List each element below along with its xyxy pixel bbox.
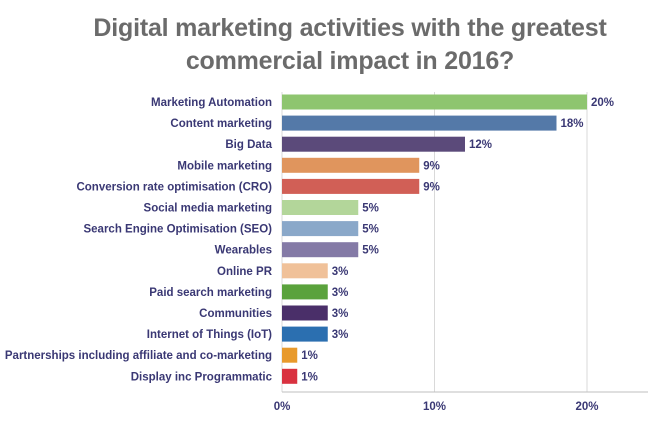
bar xyxy=(282,305,328,321)
data-label: 1% xyxy=(301,350,318,362)
bar xyxy=(282,178,420,194)
category-label: Big Data xyxy=(225,139,272,151)
bar xyxy=(282,94,587,110)
category-label: Mobile marketing xyxy=(177,160,272,172)
data-label: 3% xyxy=(332,266,349,278)
chart-title: Digital marketing activities with the gr… xyxy=(60,12,640,78)
category-label: Display inc Programmatic xyxy=(131,371,273,383)
category-label: Wearables xyxy=(215,245,272,257)
category-label: Communities xyxy=(199,308,272,320)
data-label: 20% xyxy=(591,97,614,109)
data-label: 5% xyxy=(362,224,379,236)
category-label: Online PR xyxy=(217,266,273,278)
x-tick-label: 10% xyxy=(423,401,446,413)
bar xyxy=(282,347,298,363)
bar xyxy=(282,284,328,300)
category-label: Paid search marketing xyxy=(149,287,272,299)
data-label: 18% xyxy=(561,118,584,130)
data-label: 3% xyxy=(332,308,349,320)
bar xyxy=(282,221,359,237)
category-label: Content marketing xyxy=(170,118,272,130)
bar xyxy=(282,115,557,131)
category-label: Social media marketing xyxy=(144,203,272,215)
chart-title-line-2: commercial impact in 2016? xyxy=(185,47,515,75)
data-label: 5% xyxy=(362,245,379,257)
category-label: Search Engine Optimisation (SEO) xyxy=(83,224,272,236)
data-label: 9% xyxy=(423,160,440,172)
data-label: 3% xyxy=(332,329,349,341)
x-tick-label: 20% xyxy=(575,401,598,413)
chart-title-line-1: Digital marketing activities with the gr… xyxy=(93,14,607,42)
data-label: 1% xyxy=(301,371,318,383)
category-label: Internet of Things (IoT) xyxy=(147,329,272,341)
bar xyxy=(282,326,328,342)
category-label: Marketing Automation xyxy=(151,97,272,109)
bar xyxy=(282,157,420,173)
bar xyxy=(282,242,359,258)
bar xyxy=(282,136,465,152)
x-tick-label: 0% xyxy=(274,401,291,413)
bar xyxy=(282,263,328,279)
data-label: 9% xyxy=(423,181,440,193)
data-label: 3% xyxy=(332,287,349,299)
bar xyxy=(282,200,359,215)
bar xyxy=(282,368,298,384)
category-label: Partnerships including affiliate and co-… xyxy=(5,350,272,362)
category-label: Conversion rate optimisation (CRO) xyxy=(76,181,272,193)
data-label: 12% xyxy=(469,139,492,151)
data-label: 5% xyxy=(362,203,379,215)
